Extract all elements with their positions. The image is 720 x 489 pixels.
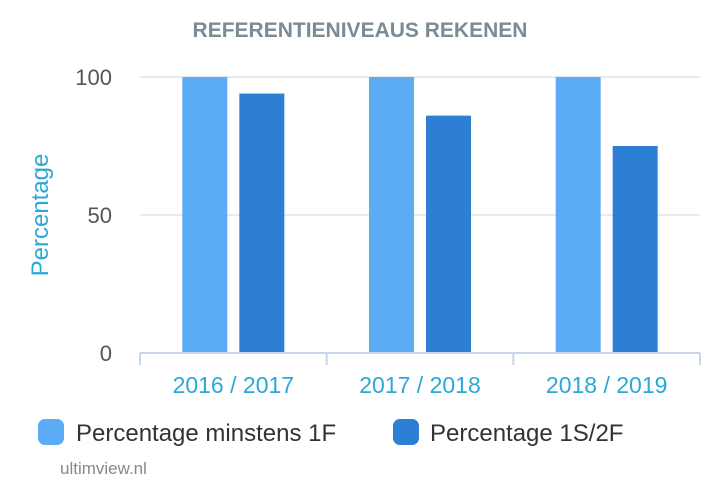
bar <box>369 77 414 353</box>
y-tick-label: 50 <box>88 203 112 228</box>
legend-label: Percentage 1S/2F <box>430 420 623 447</box>
bar <box>612 146 658 353</box>
chart-title: REFERENTIENIVEAUS REKENEN <box>193 19 528 42</box>
bar <box>239 93 285 353</box>
y-tick-label: 100 <box>75 65 112 90</box>
bar <box>426 115 471 353</box>
legend-swatch <box>393 419 419 445</box>
x-tick-label: 2018 / 2019 <box>546 372 668 398</box>
bar <box>555 77 601 353</box>
x-axis: 2016 / 2017 2017 / 2018 2018 / 2019 <box>139 352 701 398</box>
x-tick-label: 2016 / 2017 <box>173 372 295 398</box>
y-tick-label: 0 <box>100 341 112 366</box>
legend-label: Percentage minstens 1F <box>76 420 336 447</box>
x-tick-label: 2017 / 2018 <box>359 372 481 398</box>
y-axis-label: Percentage <box>27 154 54 277</box>
legend-swatch <box>38 419 64 445</box>
bar <box>182 77 228 353</box>
legend: Percentage minstens 1F Percentage 1S/2F <box>38 419 623 447</box>
bars <box>182 77 658 353</box>
credit-text: ultimview.nl <box>60 459 147 478</box>
gridlines: 0 50 100 <box>75 65 700 366</box>
